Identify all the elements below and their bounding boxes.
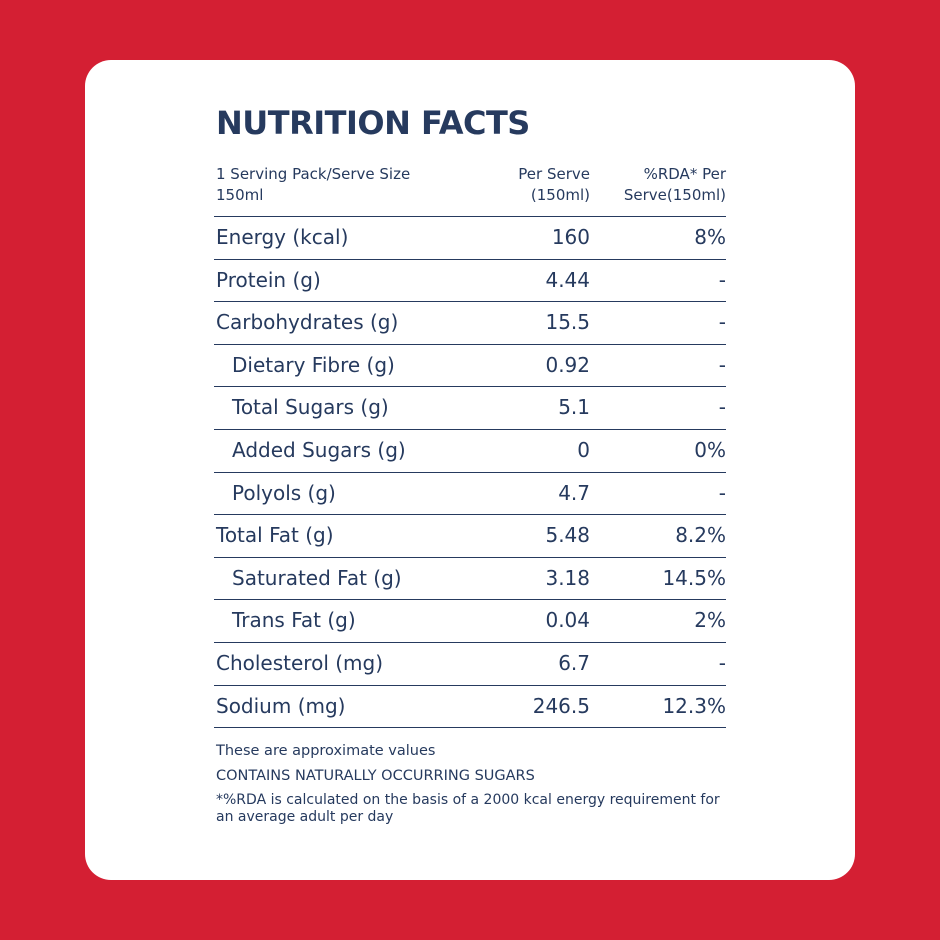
nutrition-table: 1 Serving Pack/Serve Size 150ml Per Serv… — [214, 162, 726, 729]
table-row: Dietary Fibre (g) 0.92 - — [214, 345, 726, 388]
rda-value: 8.2% — [675, 523, 726, 548]
header-rda: %RDA* Per Serve(150ml) — [623, 165, 726, 204]
table-row: Saturated Fat (g) 3.18 14.5% — [214, 558, 726, 601]
per-serve-value: 4.7 — [558, 480, 590, 505]
per-serve-value: 0.92 — [545, 352, 590, 377]
nutrient-label: Cholesterol (mg) — [216, 650, 384, 675]
header-serving-size: 1 Serving Pack/Serve Size 150ml — [216, 165, 411, 204]
rda-value: - — [718, 480, 726, 505]
nutrient-label: Protein (g) — [216, 267, 321, 292]
table-header: 1 Serving Pack/Serve Size 150ml Per Serv… — [214, 162, 726, 217]
table-row: Trans Fat (g) 0.04 2% — [214, 600, 726, 643]
per-serve-value: 5.1 — [558, 395, 590, 420]
page-title: NUTRITION FACTS — [216, 104, 530, 142]
table-row: Added Sugars (g) 0 0% — [214, 430, 726, 473]
rda-value: - — [718, 352, 726, 377]
note-natural-sugars: CONTAINS NATURALLY OCCURRING SUGARS — [216, 768, 535, 784]
per-serve-value: 5.48 — [545, 523, 590, 548]
per-serve-value: 246.5 — [532, 693, 590, 718]
table-row: Polyols (g) 4.7 - — [214, 473, 726, 516]
nutrient-label: Total Fat (g) — [216, 523, 334, 548]
rda-value: 0% — [694, 437, 726, 462]
table-row: Total Fat (g) 5.48 8.2% — [214, 515, 726, 558]
table-row: Carbohydrates (g) 15.5 - — [214, 302, 726, 345]
rda-value: - — [718, 395, 726, 420]
per-serve-value: 0 — [577, 437, 590, 462]
note-rda-basis: *%RDA is calculated on the basis of a 20… — [216, 792, 720, 825]
per-serve-value: 15.5 — [545, 310, 590, 335]
table-row: Protein (g) 4.44 - — [214, 260, 726, 303]
rda-value: - — [718, 650, 726, 675]
note-approximate: These are approximate values — [216, 743, 436, 759]
per-serve-value: 3.18 — [545, 565, 590, 590]
rda-value: 8% — [694, 225, 726, 249]
per-serve-value: 4.44 — [545, 267, 590, 292]
nutrient-label: Added Sugars (g) — [232, 437, 406, 462]
rda-value: 12.3% — [662, 693, 726, 718]
nutrient-label: Trans Fat (g) — [232, 608, 356, 633]
table-row: Sodium (mg) 246.5 12.3% — [214, 686, 726, 729]
rda-value: 14.5% — [662, 565, 726, 590]
per-serve-value: 160 — [551, 225, 590, 249]
nutrition-card: NUTRITION FACTS 1 Serving Pack/Serve Siz… — [85, 60, 855, 880]
table-row: Total Sugars (g) 5.1 - — [214, 387, 726, 430]
per-serve-value: 0.04 — [545, 608, 590, 633]
nutrient-label: Polyols (g) — [232, 480, 336, 505]
nutrient-label: Energy (kcal) — [216, 225, 349, 249]
nutrient-label: Carbohydrates (g) — [216, 310, 399, 335]
per-serve-value: 6.7 — [558, 650, 590, 675]
header-per-serve: Per Serve (150ml) — [518, 165, 590, 204]
nutrient-label: Saturated Fat (g) — [232, 565, 402, 590]
nutrient-label: Total Sugars (g) — [232, 395, 389, 420]
nutrient-label: Dietary Fibre (g) — [232, 352, 395, 377]
table-row: Cholesterol (mg) 6.7 - — [214, 643, 726, 686]
rda-value: - — [718, 310, 726, 335]
rda-value: 2% — [694, 608, 726, 633]
footnotes: These are approximate values CONTAINS NA… — [216, 742, 736, 833]
table-row: Energy (kcal) 160 8% — [214, 217, 726, 260]
rda-value: - — [718, 267, 726, 292]
nutrient-label: Sodium (mg) — [216, 693, 346, 718]
